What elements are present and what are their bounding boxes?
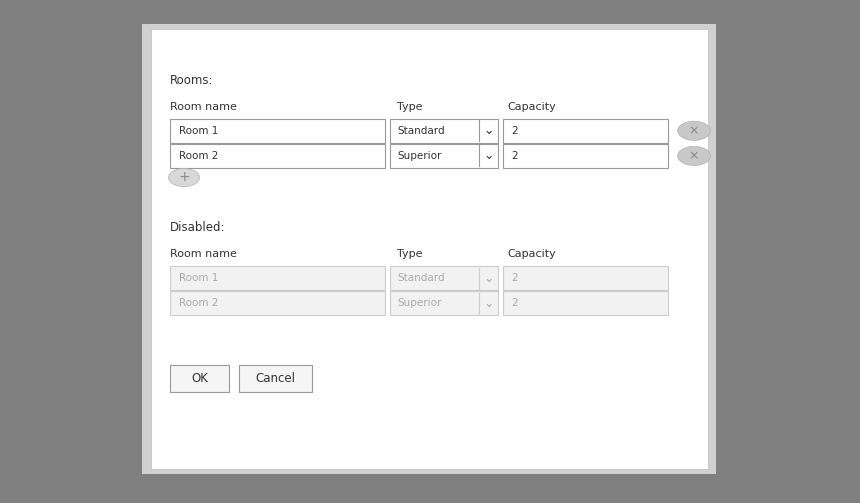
- FancyBboxPatch shape: [390, 119, 498, 143]
- Text: Room 1: Room 1: [179, 126, 218, 136]
- Text: 2: 2: [512, 151, 519, 161]
- Text: ⌄: ⌄: [483, 272, 494, 285]
- FancyBboxPatch shape: [142, 24, 716, 474]
- FancyBboxPatch shape: [170, 144, 385, 168]
- FancyBboxPatch shape: [503, 144, 668, 168]
- Text: ⌄: ⌄: [483, 297, 494, 310]
- Text: Type: Type: [397, 102, 423, 112]
- Text: Disabled:: Disabled:: [170, 221, 226, 234]
- Text: 2: 2: [512, 298, 519, 308]
- Text: +: +: [178, 170, 190, 184]
- Circle shape: [169, 169, 200, 187]
- FancyBboxPatch shape: [390, 291, 498, 315]
- Text: ×: ×: [689, 124, 699, 137]
- FancyBboxPatch shape: [239, 365, 312, 392]
- Text: ×: ×: [689, 149, 699, 162]
- Text: Superior: Superior: [397, 151, 442, 161]
- FancyBboxPatch shape: [390, 144, 498, 168]
- FancyBboxPatch shape: [503, 291, 668, 315]
- Circle shape: [678, 121, 710, 140]
- Text: Room 2: Room 2: [179, 151, 218, 161]
- Text: 2: 2: [512, 126, 519, 136]
- FancyBboxPatch shape: [170, 365, 229, 392]
- Text: Room 2: Room 2: [179, 298, 218, 308]
- FancyBboxPatch shape: [503, 266, 668, 290]
- Text: Type: Type: [397, 249, 423, 259]
- FancyBboxPatch shape: [170, 291, 385, 315]
- Text: Rooms:: Rooms:: [170, 74, 214, 87]
- Text: Superior: Superior: [397, 298, 442, 308]
- FancyBboxPatch shape: [170, 266, 385, 290]
- FancyBboxPatch shape: [503, 119, 668, 143]
- Text: Capacity: Capacity: [507, 102, 556, 112]
- Text: ⌄: ⌄: [483, 149, 494, 162]
- FancyBboxPatch shape: [390, 266, 498, 290]
- Circle shape: [678, 146, 710, 165]
- Text: 2: 2: [512, 273, 519, 283]
- Text: Room name: Room name: [170, 249, 237, 259]
- Text: ⌄: ⌄: [483, 124, 494, 137]
- Text: OK: OK: [191, 372, 208, 385]
- FancyBboxPatch shape: [150, 29, 708, 469]
- Text: Cancel: Cancel: [255, 372, 296, 385]
- Text: Room 1: Room 1: [179, 273, 218, 283]
- Text: Room name: Room name: [170, 102, 237, 112]
- Text: Standard: Standard: [397, 126, 445, 136]
- Text: Standard: Standard: [397, 273, 445, 283]
- FancyBboxPatch shape: [170, 119, 385, 143]
- Text: Capacity: Capacity: [507, 249, 556, 259]
